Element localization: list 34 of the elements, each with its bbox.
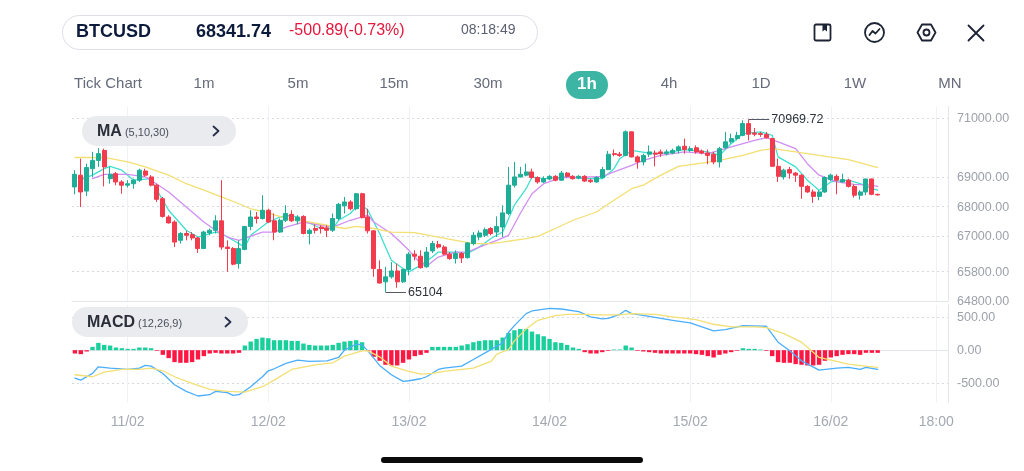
annotation: 65104: [407, 285, 443, 300]
text: 1m: [193, 74, 215, 91]
x-tick-label: 15/02: [672, 413, 708, 429]
x-tick-label: 18:00: [918, 413, 955, 429]
text: 4h: [660, 74, 678, 91]
y-tick-label: 71000.00: [957, 111, 1010, 126]
x-tick-label: 13/02: [391, 413, 427, 429]
text: BTCUSD: [76, 21, 151, 42]
text: 1D: [751, 74, 771, 91]
text: 1W: [843, 74, 867, 91]
text: Tick Chart: [74, 74, 142, 91]
text: MA (5,10,30): [97, 122, 169, 139]
x-tick-label: 14/02: [532, 413, 568, 429]
x-tick-label: 11/02: [110, 413, 145, 429]
y-tick-label: 64800.00: [957, 294, 1010, 308]
text: 30m: [473, 74, 503, 91]
y-tick-label: 65800.00: [957, 264, 1010, 279]
y-tick-label: -500.00: [957, 376, 1000, 391]
y-tick-label: 67000.00: [957, 229, 1010, 244]
text: 68341.74: [196, 21, 272, 42]
text: -500.89(-0.73%): [289, 21, 405, 39]
chart-title: MACD (12,26,9): [87, 313, 183, 330]
text: 08:18:49: [461, 21, 516, 37]
x-tick-label: 16/02: [813, 413, 849, 429]
text: 1h: [577, 74, 597, 94]
annotation: 70969.72: [771, 112, 824, 127]
y-tick-label: 0.00: [957, 343, 982, 358]
text: MN: [938, 74, 962, 91]
y-tick-label: 68000.00: [957, 199, 1010, 214]
text: 5m: [287, 74, 309, 91]
text: 15m: [379, 74, 409, 91]
y-tick-label: 500.00: [957, 309, 996, 324]
x-tick-label: 12/02: [250, 413, 287, 429]
y-tick-label: 69000.00: [957, 170, 1010, 185]
